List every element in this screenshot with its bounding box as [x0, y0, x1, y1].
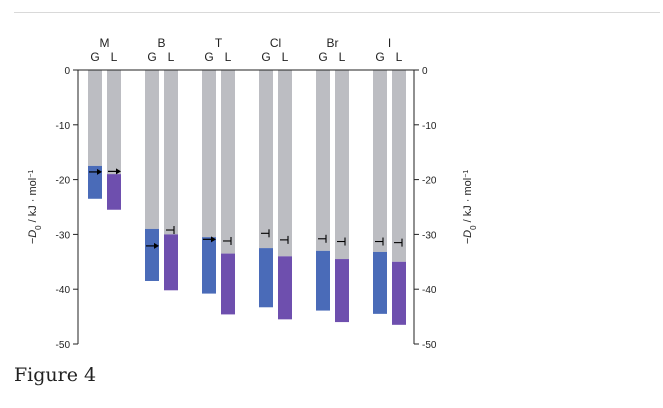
- bar-colored-g-cl: [259, 248, 273, 308]
- top-divider: [14, 12, 660, 13]
- sublabel-l-br: L: [339, 50, 346, 64]
- bar-gray-g-cl: [259, 70, 273, 249]
- bar-colored-g-br: [316, 250, 330, 311]
- bar-colored-l-m: [107, 174, 121, 210]
- bar-gray-l-m: [107, 70, 121, 175]
- left-axis-title: −D0 / kJ · mol−1: [27, 170, 43, 245]
- bar-colored-g-i: [373, 251, 387, 314]
- left-tick-label-20: -20: [56, 176, 71, 187]
- bar-gray-g-m: [88, 70, 102, 166]
- sublabel-g-i: G: [375, 50, 384, 64]
- bar-gray-l-t: [221, 70, 235, 254]
- bar-gray-l-i: [392, 70, 406, 262]
- figure-caption: Figure 4: [14, 364, 97, 386]
- right-tick-label-40: -40: [422, 285, 437, 296]
- sublabel-l-t: L: [225, 50, 232, 64]
- bar-colored-l-i: [392, 261, 406, 325]
- bar-colored-g-b: [145, 228, 159, 281]
- sublabel-l-m: L: [111, 50, 118, 64]
- right-tick-label-50: -50: [422, 340, 437, 351]
- bar-gray-l-br: [335, 70, 349, 260]
- left-tick-label-10: -10: [56, 121, 71, 132]
- bar-colored-l-cl: [278, 256, 292, 320]
- bar-colored-l-b: [164, 234, 178, 291]
- bar-gray-g-i: [373, 70, 387, 252]
- sublabel-g-cl: G: [261, 50, 270, 64]
- left-tick-label-40: -40: [56, 285, 71, 296]
- left-tick-label-50: -50: [56, 340, 71, 351]
- category-label-m: M: [100, 36, 110, 50]
- sublabel-l-b: L: [168, 50, 175, 64]
- marker-arrow-head-g-b: [154, 242, 159, 249]
- right-tick-label-30: -30: [422, 230, 437, 241]
- category-label-t: T: [215, 36, 223, 50]
- bar-gray-g-br: [316, 70, 330, 251]
- right-tick-label-10: -10: [422, 121, 437, 132]
- bar-colored-l-br: [335, 259, 349, 323]
- right-tick-label-0: 0: [422, 66, 428, 77]
- sublabel-l-cl: L: [282, 50, 289, 64]
- bar-colored-l-t: [221, 253, 235, 315]
- category-label-cl: Cl: [270, 36, 281, 50]
- left-tick-label-30: -30: [56, 230, 71, 241]
- sublabel-g-m: G: [90, 50, 99, 64]
- category-label-i: I: [388, 36, 391, 50]
- sublabel-l-i: L: [396, 50, 403, 64]
- marker-arrow-head-g-t: [211, 236, 216, 243]
- marker-arrow-head-l-m: [116, 168, 121, 175]
- bar-colored-g-m: [88, 165, 102, 199]
- bar-gray-g-t: [202, 70, 216, 238]
- right-tick-label-20: -20: [422, 176, 437, 187]
- sublabel-g-b: G: [147, 50, 156, 64]
- bar-gray-l-b: [164, 70, 178, 235]
- marker-arrow-head-g-m: [97, 168, 102, 175]
- right-axis-title: −D0 / kJ · mol−1: [462, 170, 478, 245]
- bar-gray-g-b: [145, 70, 159, 229]
- sublabel-g-t: G: [204, 50, 213, 64]
- bar-gray-l-cl: [278, 70, 292, 257]
- left-tick-label-0: 0: [64, 66, 70, 77]
- category-label-b: B: [157, 36, 165, 50]
- sublabel-g-br: G: [318, 50, 327, 64]
- category-label-br: Br: [327, 36, 339, 50]
- bar-colored-g-t: [202, 237, 216, 294]
